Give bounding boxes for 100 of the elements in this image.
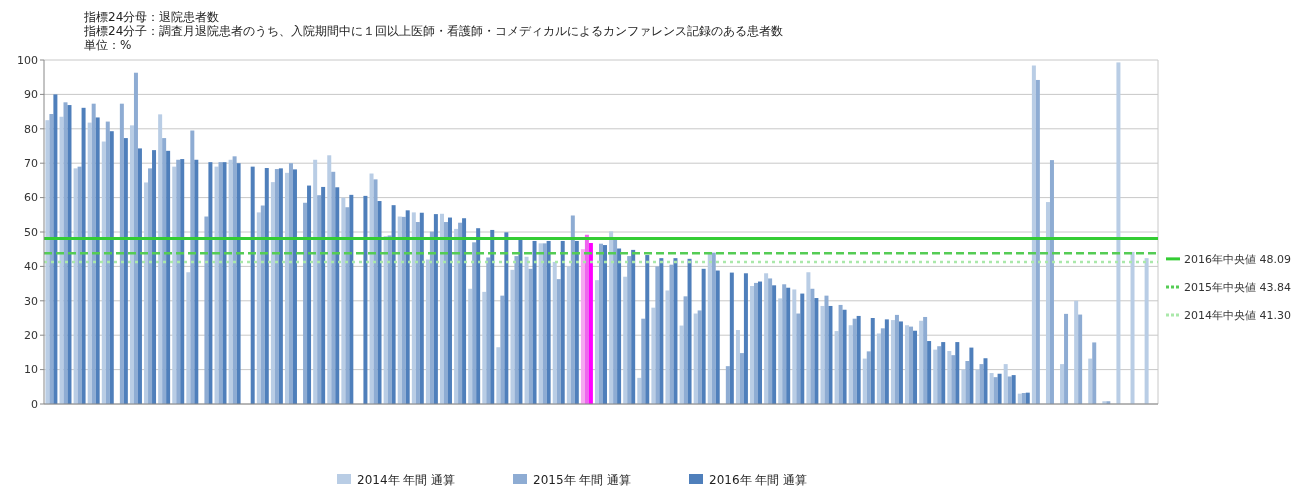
bar — [1011, 375, 1016, 404]
bar — [983, 358, 988, 404]
bar — [538, 243, 543, 404]
bar — [137, 148, 142, 404]
bar — [965, 361, 970, 404]
bar — [303, 202, 308, 404]
bar — [144, 182, 149, 404]
bar — [1060, 364, 1065, 404]
bar — [317, 195, 322, 404]
bar — [341, 197, 346, 404]
bar — [514, 256, 519, 404]
bar — [566, 266, 571, 404]
bar — [510, 269, 515, 404]
text: 指標24分母：退院患者数 — [83, 10, 220, 24]
bar — [208, 162, 213, 404]
bar — [552, 261, 557, 404]
bar — [758, 281, 762, 404]
bar — [377, 201, 382, 404]
bar — [496, 347, 501, 404]
bar — [321, 186, 326, 404]
bar — [349, 194, 354, 404]
bar — [123, 138, 128, 404]
bar — [933, 349, 938, 404]
bar — [947, 351, 952, 404]
bar — [256, 212, 261, 404]
bar — [490, 229, 495, 404]
bar — [838, 304, 843, 404]
bar — [73, 168, 78, 404]
bar — [542, 243, 547, 404]
bar — [693, 313, 698, 404]
bar — [369, 173, 374, 404]
bar — [806, 272, 811, 404]
bar — [701, 268, 706, 404]
bar — [63, 102, 68, 404]
bar — [260, 205, 265, 404]
y-tick-label: 50 — [24, 225, 38, 239]
bar — [580, 249, 585, 404]
text: 指標24分子：調査月退院患者のうち、入院期間中に１回以上医師・看護師・コメディカルによるカンファレンス記録のある患者数 — [83, 24, 784, 38]
bar — [518, 238, 523, 404]
bar — [627, 256, 632, 404]
bar — [363, 195, 368, 404]
bar — [919, 320, 924, 404]
y-tick-label: 90 — [24, 88, 38, 102]
bar — [796, 313, 801, 404]
bar — [411, 212, 416, 404]
bar — [989, 373, 994, 404]
bar — [433, 214, 438, 404]
bar — [274, 169, 279, 404]
bar — [782, 284, 787, 404]
bar — [941, 342, 946, 404]
legend-label: 2014年 年間 通算 — [357, 473, 456, 487]
bar — [288, 163, 293, 404]
bar — [214, 166, 219, 404]
bar — [186, 272, 191, 404]
bar — [842, 309, 847, 404]
bar — [91, 103, 96, 404]
bar — [588, 243, 593, 404]
bar — [397, 216, 402, 404]
bar — [894, 314, 899, 404]
bar — [814, 298, 819, 404]
bar — [1035, 79, 1040, 404]
bar — [264, 168, 269, 404]
bar — [415, 222, 420, 404]
bar — [292, 169, 297, 404]
bar — [162, 138, 167, 404]
bar — [683, 296, 688, 404]
bar — [876, 333, 881, 404]
bar — [750, 286, 755, 404]
bar — [87, 122, 92, 404]
bar — [387, 235, 392, 404]
bar — [373, 179, 378, 404]
bar — [786, 287, 791, 404]
bar — [609, 231, 614, 404]
bar — [866, 351, 871, 404]
bar — [735, 330, 740, 404]
bar — [772, 285, 777, 404]
bar — [45, 120, 50, 404]
bar — [504, 232, 509, 404]
bar — [1088, 358, 1093, 404]
bar — [574, 240, 579, 404]
bar — [1092, 342, 1097, 404]
bar — [152, 150, 157, 404]
bar — [101, 141, 106, 404]
bar — [228, 159, 233, 404]
bar — [218, 162, 223, 404]
bar — [278, 168, 283, 404]
bar — [468, 288, 473, 404]
bar — [307, 185, 312, 404]
bar — [53, 94, 58, 404]
bar — [623, 276, 628, 404]
bar — [560, 240, 565, 404]
bar — [870, 318, 875, 404]
bar — [1074, 300, 1079, 404]
bar — [401, 216, 406, 404]
bar — [105, 121, 110, 404]
bar — [95, 117, 100, 404]
bar — [997, 373, 1002, 404]
legend-label: 2014年中央値 41.30 — [1184, 308, 1291, 322]
bar — [77, 166, 82, 404]
bar — [190, 130, 195, 404]
